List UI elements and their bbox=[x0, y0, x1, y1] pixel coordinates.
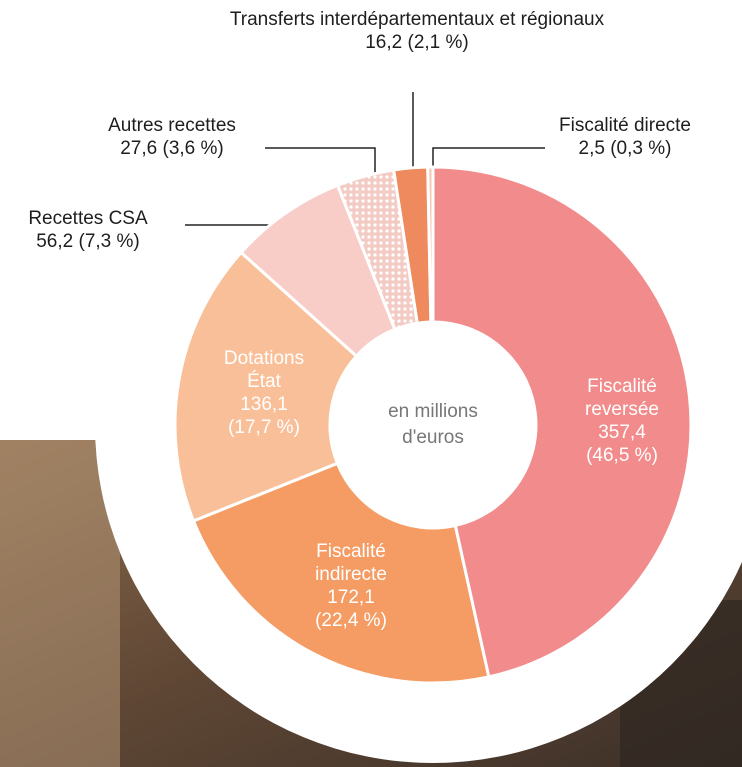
category-label: Transferts interdépartementaux et région… bbox=[229, 9, 605, 30]
value-label: 136,1 bbox=[240, 394, 288, 415]
center-label: en millions d'euros bbox=[388, 401, 478, 448]
donut-segment bbox=[191, 461, 491, 685]
value-label: 27,6 bbox=[120, 138, 158, 159]
value-label: 16,2 bbox=[365, 32, 403, 53]
percent-label: (2,1 %) bbox=[407, 32, 469, 53]
photo-detail bbox=[0, 440, 120, 767]
segment-label: Dotations État 136,1 (17,7 %) bbox=[209, 347, 319, 439]
segment-label: Recettes CSA 56,2 (7,3 %) bbox=[0, 207, 178, 253]
percent-label: (22,4 %) bbox=[315, 610, 387, 631]
segment-label: Fiscalité reversée 357,4 (46,5 %) bbox=[562, 375, 682, 467]
segment-label: Fiscalité directe 2,5 (0,3 %) bbox=[525, 114, 725, 160]
donut-segment bbox=[173, 250, 359, 523]
value-label: 2,5 bbox=[578, 138, 605, 159]
value-line: 2,5 (0,3 %) bbox=[525, 137, 725, 160]
donut bbox=[173, 165, 693, 685]
category-label: Recettes CSA bbox=[28, 208, 148, 229]
segment-label: Autres recettes 27,6 (3,6 %) bbox=[72, 114, 272, 160]
value-label: 357,4 bbox=[598, 422, 646, 443]
category-label: Autres recettes bbox=[108, 115, 236, 136]
segment-label: Transferts interdépartementaux et région… bbox=[222, 8, 612, 54]
category-label: Fiscalité indirecte bbox=[315, 541, 387, 585]
percent-label: (3,6 %) bbox=[162, 138, 224, 159]
value-line: 27,6 (3,6 %) bbox=[72, 137, 272, 160]
donut-segment bbox=[431, 165, 693, 679]
percent-label: (0,3 %) bbox=[610, 138, 672, 159]
segment-label: Fiscalité indirecte 172,1 (22,4 %) bbox=[291, 540, 411, 632]
percent-label: (17,7 %) bbox=[228, 417, 300, 438]
percent-label: (7,3 %) bbox=[78, 231, 140, 252]
value-label: 172,1 bbox=[327, 587, 375, 608]
value-line: 56,2 (7,3 %) bbox=[0, 230, 178, 253]
category-label: Fiscalité directe bbox=[559, 115, 691, 136]
category-label: Dotations État bbox=[223, 348, 305, 392]
value-line: 16,2 (2,1 %) bbox=[222, 31, 612, 54]
value-label: 56,2 bbox=[36, 231, 74, 252]
percent-label: (46,5 %) bbox=[586, 445, 658, 466]
donut-segment bbox=[426, 165, 435, 324]
category-label: Fiscalité reversée bbox=[585, 376, 659, 420]
